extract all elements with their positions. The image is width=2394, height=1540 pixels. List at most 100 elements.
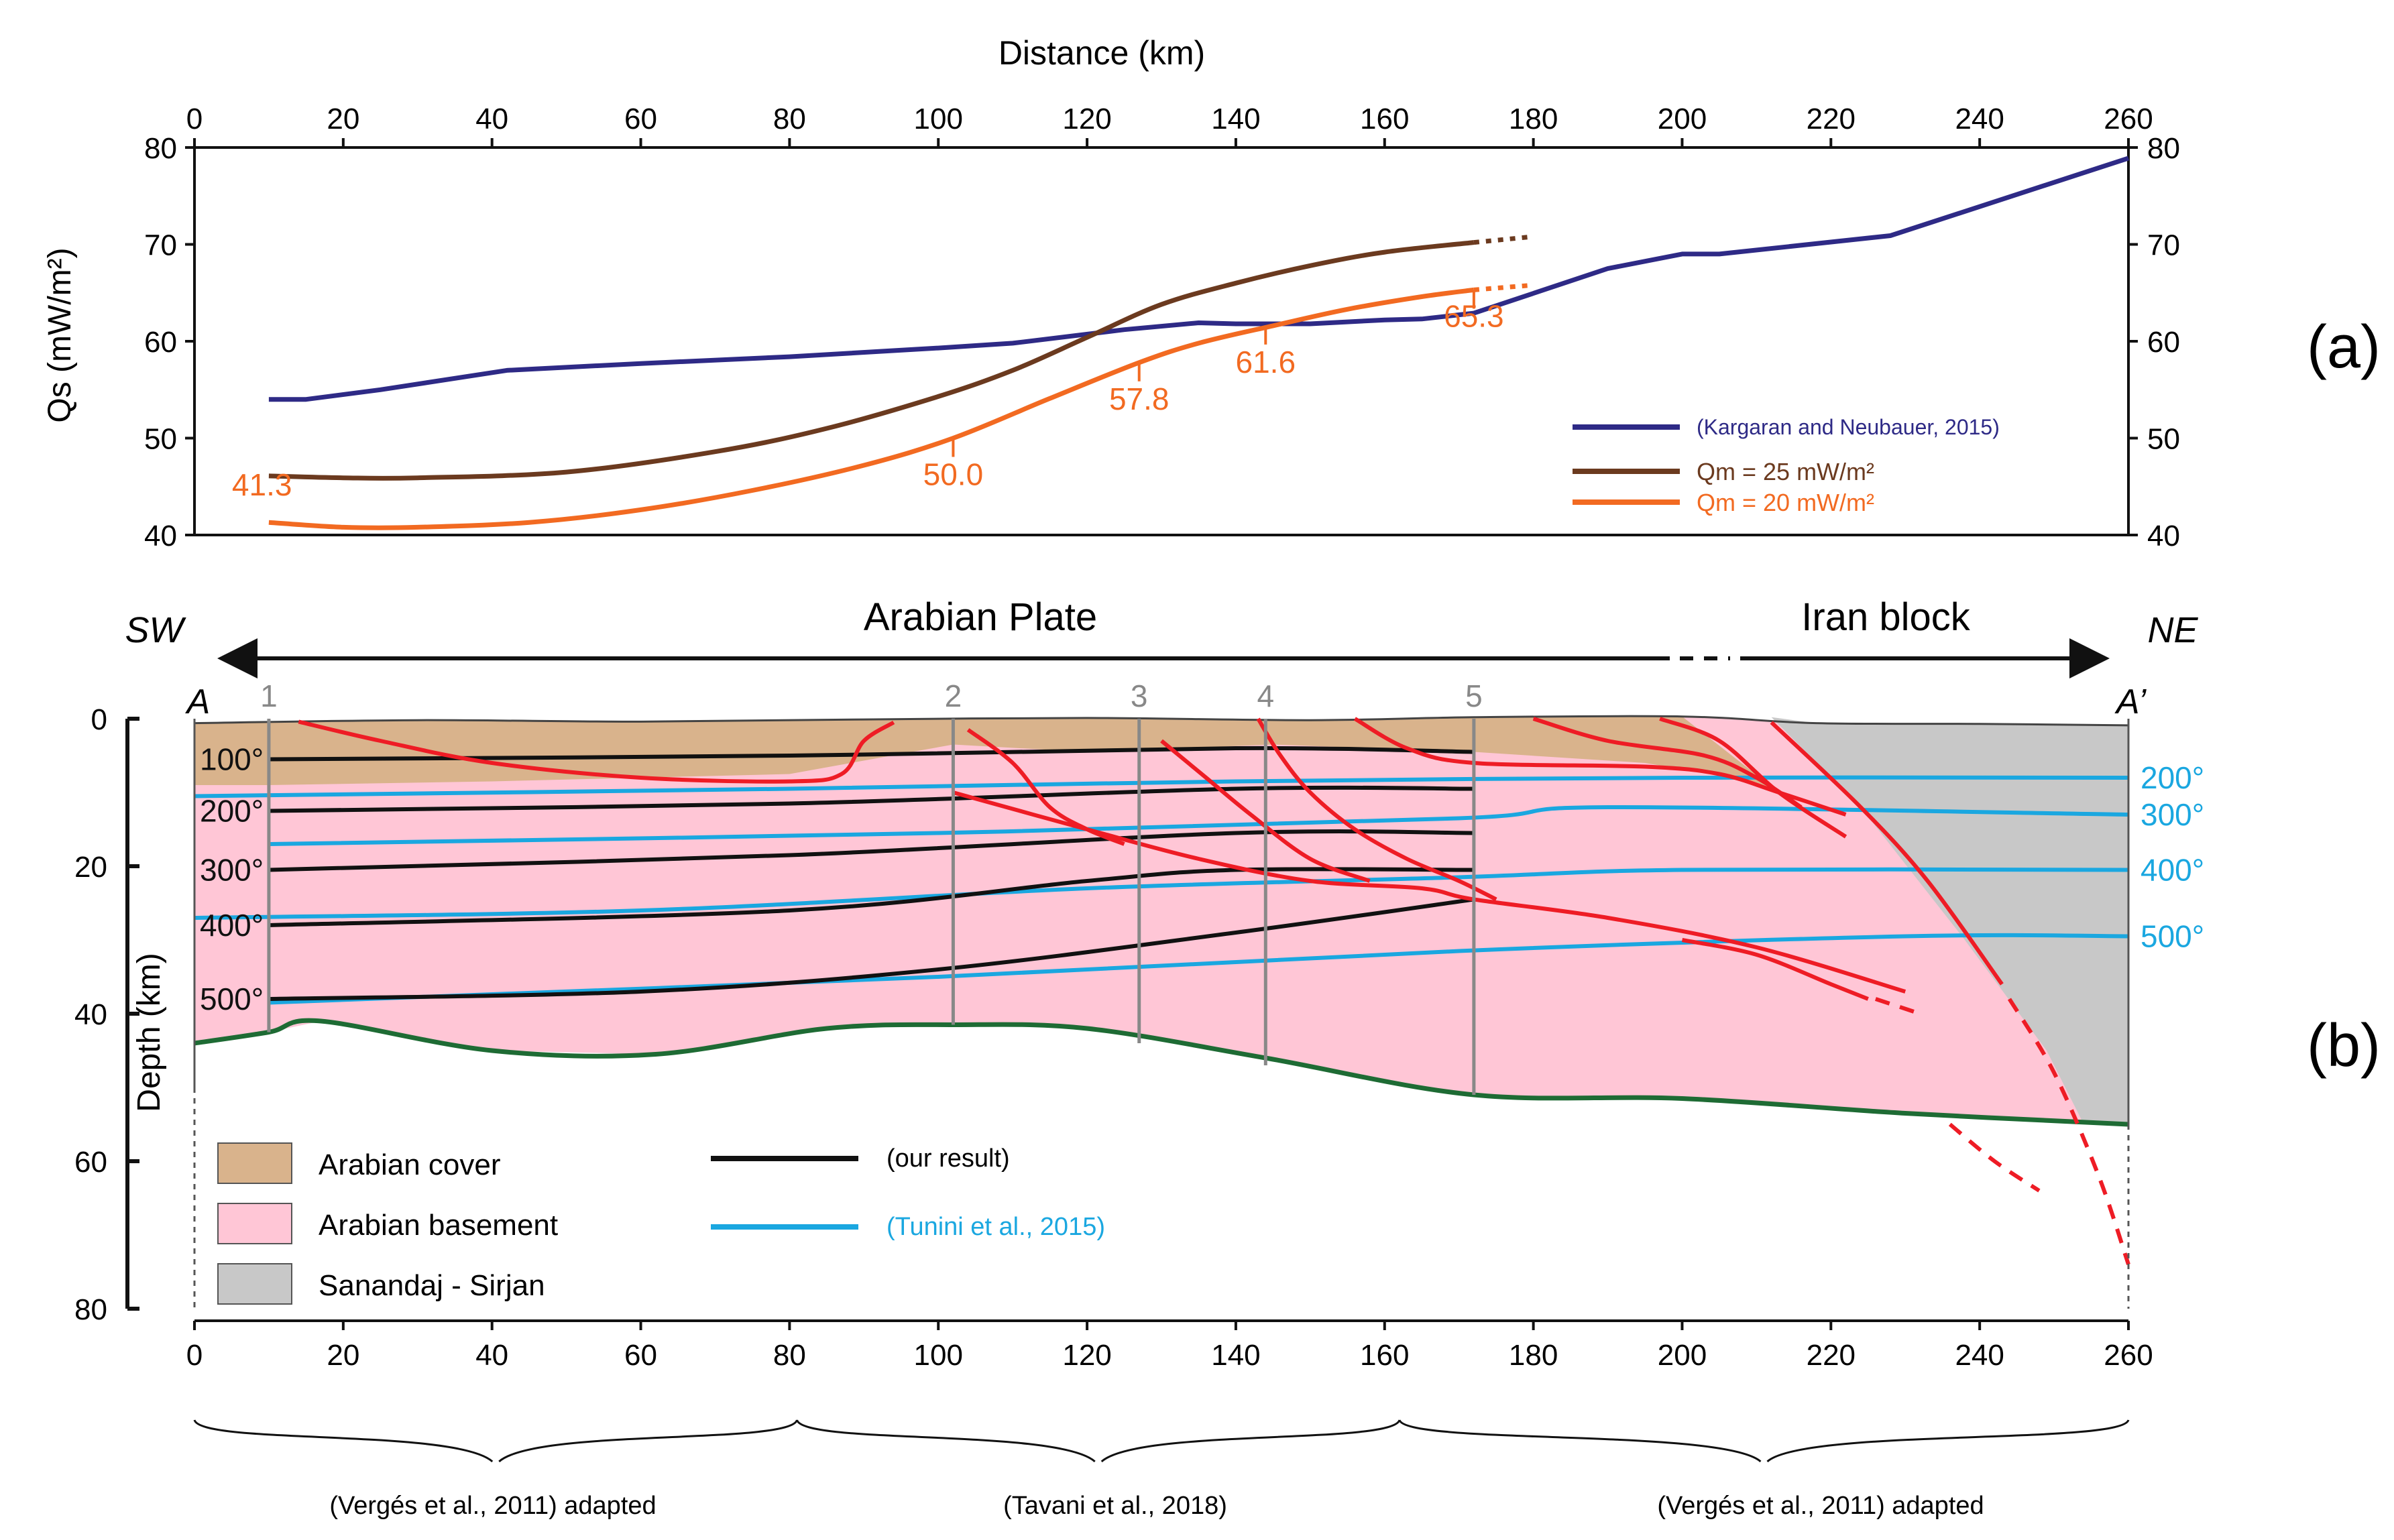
series-line-0 bbox=[268, 156, 2130, 402]
source-3: (Vergés et al., 2011) adapted bbox=[1657, 1492, 1984, 1520]
section-lines bbox=[193, 717, 2130, 1309]
x-tick-label-b-0: 0 bbox=[186, 1339, 203, 1372]
legend-label-tunini: (Tunini et al., 2015) bbox=[887, 1213, 1105, 1241]
source-braces bbox=[193, 1419, 2130, 1463]
x-tick-label-a-160: 160 bbox=[1360, 103, 1409, 135]
x-tick-label-b-80: 80 bbox=[773, 1339, 806, 1372]
x-tick-label-a-180: 180 bbox=[1509, 103, 1558, 135]
isotherm-label-tunini-1: 300° bbox=[2141, 797, 2204, 832]
isotherm-our-3 bbox=[268, 867, 1474, 927]
x-tick-label-b-200: 200 bbox=[1658, 1339, 1707, 1372]
legend-swatch-cover bbox=[217, 1142, 292, 1184]
legend-label-cover: Arabian cover bbox=[319, 1148, 500, 1181]
annotations-a: 41.3 50.0 57.8 61.6 65.3 bbox=[232, 290, 1504, 502]
well-label-3: 3 bbox=[1131, 678, 1148, 713]
y-ticks-a: 40 40 50 50 60 60 70 70 80 80 bbox=[144, 132, 2180, 552]
panel-a-label: (a) bbox=[2307, 314, 2381, 381]
series-extension-1 bbox=[1473, 234, 1534, 245]
x-tick-label-a-60: 60 bbox=[624, 103, 657, 135]
well-label-1: 1 bbox=[260, 678, 278, 713]
x-axis-title: Distance (km) bbox=[999, 34, 1205, 72]
fault-3 bbox=[1160, 739, 1371, 883]
well-label-5: 5 bbox=[1465, 678, 1483, 713]
annotation-label-65.3: 65.3 bbox=[1444, 298, 1504, 333]
y-tick-label-right-70: 70 bbox=[2147, 229, 2180, 262]
annotation-label-50.0: 50.0 bbox=[923, 457, 984, 492]
topography-line bbox=[194, 715, 2129, 727]
legend-label-sanandaj: Sanandaj - Sirjan bbox=[319, 1269, 545, 1302]
direction-sw: SW bbox=[125, 610, 187, 650]
panel-b: (b) SW NE Arabian Plate Iran block A A’ … bbox=[74, 595, 2381, 1520]
y-tick-label-left-70: 70 bbox=[144, 229, 177, 262]
x-ticks-a: 0 20 40 60 80 100 120 140 160 180 200 220 240 260 bbox=[186, 103, 2153, 147]
isotherm-tunini-1 bbox=[268, 805, 2129, 846]
fault-9 bbox=[1770, 721, 2004, 986]
region-arabian-plate: Arabian Plate bbox=[864, 595, 1097, 639]
legend-b: Arabian cover Arabian basement Sanandaj … bbox=[217, 1142, 1105, 1305]
series-line-1 bbox=[268, 240, 1475, 481]
x-tick-label-b-180: 180 bbox=[1509, 1339, 1558, 1372]
isotherm-label-our-0: 100° bbox=[200, 742, 264, 777]
x-tick-label-b-20: 20 bbox=[327, 1339, 359, 1372]
profile-end-label: A’ bbox=[2114, 683, 2147, 721]
well-label-2: 2 bbox=[945, 678, 962, 713]
x-tick-label-a-260: 260 bbox=[2104, 103, 2153, 135]
fault-0 bbox=[298, 719, 895, 784]
panel-b-label: (b) bbox=[2307, 1012, 2381, 1079]
x-tick-label-b-100: 100 bbox=[914, 1339, 963, 1372]
sanandaj-sirjan bbox=[1771, 717, 2128, 1124]
isotherm-label-our-4: 500° bbox=[200, 982, 264, 1016]
depth-tick-label-40: 40 bbox=[74, 998, 107, 1031]
x-axis-b: 0 20 40 60 80 100 120 140 160 180 200 220 240 260 bbox=[186, 1319, 2153, 1372]
annotation-label-41.3: 41.3 bbox=[232, 467, 292, 502]
depth-axis: 0 20 40 60 80 bbox=[74, 703, 139, 1326]
annotation-label-61.6: 61.6 bbox=[1236, 345, 1296, 379]
well-label-4: 4 bbox=[1257, 678, 1274, 713]
x-tick-label-a-0: 0 bbox=[186, 103, 203, 135]
x-tick-label-b-160: 160 bbox=[1360, 1339, 1409, 1372]
x-tick-label-a-140: 140 bbox=[1211, 103, 1260, 135]
isotherm-tunini-3 bbox=[268, 933, 2129, 1005]
legend-label-our-result: (our result) bbox=[887, 1144, 1010, 1173]
moho-line bbox=[194, 1018, 2129, 1127]
isotherm-our-2 bbox=[268, 829, 1474, 872]
x-tick-label-b-220: 220 bbox=[1807, 1339, 1856, 1372]
direction-ne: NE bbox=[2147, 610, 2198, 650]
y-tick-label-left-80: 80 bbox=[144, 132, 177, 165]
x-tick-label-b-40: 40 bbox=[475, 1339, 508, 1372]
isotherm-label-tunini-3: 500° bbox=[2141, 919, 2204, 954]
region-iran-block: Iran block bbox=[1801, 595, 1970, 639]
isotherm-tunini-2 bbox=[194, 867, 2129, 920]
brace bbox=[193, 1419, 798, 1463]
legend-label-basement: Arabian basement bbox=[319, 1209, 558, 1242]
isotherm-label-our-1: 200° bbox=[200, 794, 264, 829]
x-tick-label-a-200: 200 bbox=[1658, 103, 1707, 135]
panel-a: Distance (km) (a) Qs (mW/m²) 0 20 40 60 80 10… bbox=[42, 34, 2381, 552]
depth-tick-label-20: 20 bbox=[74, 851, 107, 884]
depth-tick-label-60: 60 bbox=[74, 1146, 107, 1179]
depth-axis-title: Depth (km) bbox=[131, 953, 167, 1112]
y-tick-label-right-60: 60 bbox=[2147, 326, 2180, 359]
isotherm-label-tunini-0: 200° bbox=[2141, 760, 2204, 795]
isotherm-label-our-2: 300° bbox=[200, 853, 264, 888]
x-tick-label-b-260: 260 bbox=[2104, 1339, 2153, 1372]
fault-4 bbox=[1256, 717, 1497, 902]
fault-7 bbox=[1659, 717, 1847, 839]
x-tick-label-a-40: 40 bbox=[475, 103, 508, 135]
isotherm-label-our-3: 400° bbox=[200, 908, 264, 943]
x-tick-label-a-80: 80 bbox=[773, 103, 806, 135]
x-tick-label-a-240: 240 bbox=[1955, 103, 2004, 135]
legend-a: (Kargaran and Neubauer, 2015) Qm = 25 mW… bbox=[1573, 415, 2000, 516]
y-tick-label-left-40: 40 bbox=[144, 520, 177, 552]
brace bbox=[1398, 1419, 2130, 1463]
source-2: (Tavani et al., 2018) bbox=[1003, 1492, 1227, 1520]
source-1: (Vergés et al., 2011) adapted bbox=[329, 1492, 656, 1520]
arabian-basement bbox=[194, 716, 2128, 1124]
legend-label-qm25: Qm = 25 mW/m² bbox=[1697, 458, 1874, 485]
isotherm-our-1 bbox=[268, 785, 1474, 813]
moho-dashed-start bbox=[194, 1030, 270, 1045]
y-tick-label-right-80: 80 bbox=[2147, 132, 2180, 165]
y-tick-label-left-60: 60 bbox=[144, 326, 177, 359]
wells: 1 2 3 4 5100°200°300°400°500°200°300°400°500… bbox=[200, 678, 2204, 1095]
